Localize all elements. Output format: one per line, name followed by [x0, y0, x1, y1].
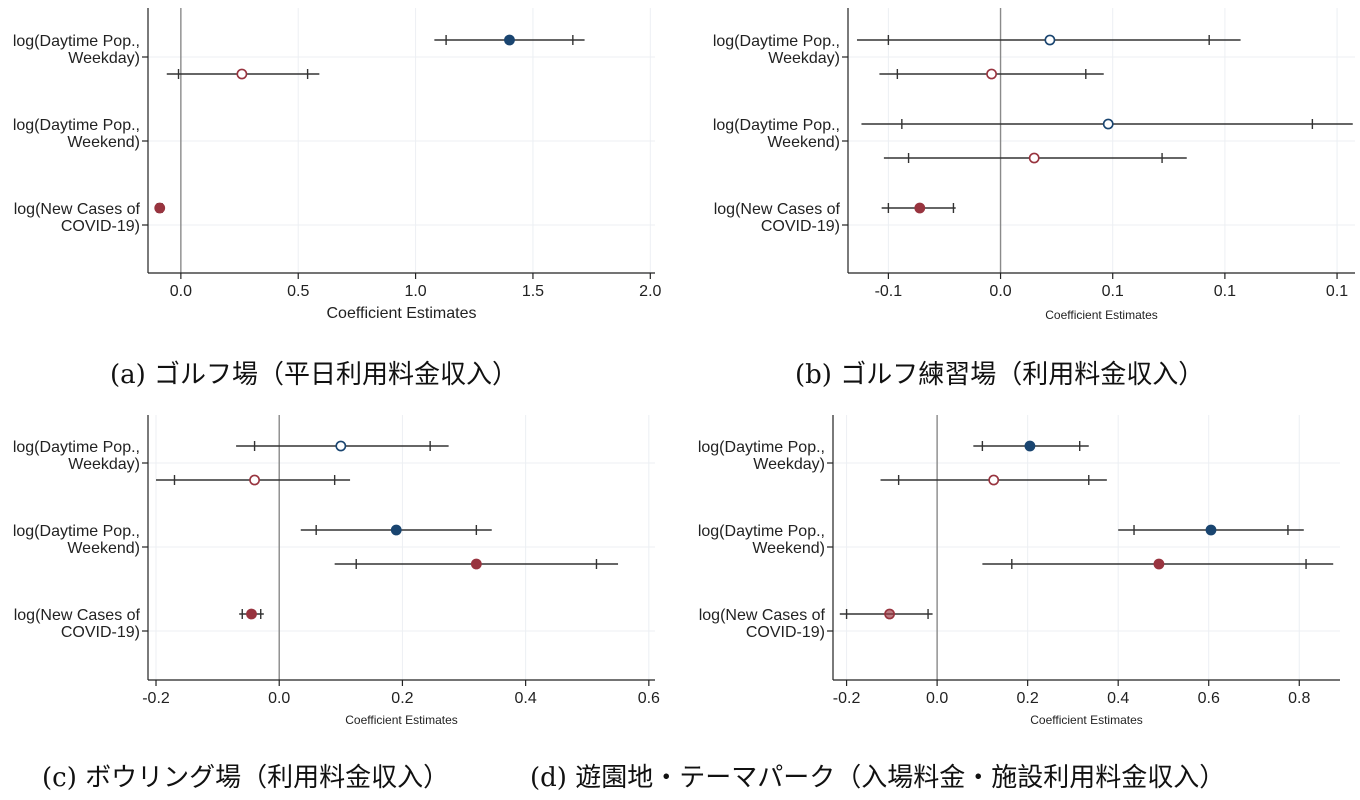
- y-group-label: log(Daytime Pop.,: [13, 523, 140, 540]
- x-tick-label: 0.2: [391, 690, 413, 707]
- x-tick-label: 0.1: [1102, 283, 1124, 300]
- coefficient-estimate: [839, 608, 933, 620]
- x-tick-label: 0.6: [1198, 690, 1220, 707]
- coefficient-estimate: [883, 152, 1187, 164]
- panel-caption: (a) ゴルフ場（平日利用料金収入）: [110, 360, 518, 390]
- y-group-label: log(New Cases of: [714, 201, 841, 218]
- y-group-label: COVID-19): [61, 218, 140, 235]
- panel-d: -0.2 0.0 0.2 0.4 0.6 0.8 Coefficient Estimates…: [530, 415, 1340, 793]
- y-group-label: log(New Cases of: [14, 607, 141, 624]
- y-group-label: Weekend): [767, 134, 840, 151]
- x-tick-label: -0.1: [875, 283, 903, 300]
- x-tick-label: 0.4: [515, 690, 537, 707]
- estimate-point: [1024, 440, 1036, 452]
- coefficient-estimate: [1118, 524, 1304, 536]
- estimate-point: [246, 608, 257, 620]
- y-group-label: Weekday): [68, 50, 140, 67]
- coefficient-estimate: [880, 474, 1107, 486]
- coefficient-estimate: [156, 474, 351, 486]
- estimate-point: [154, 202, 166, 214]
- coefficient-estimate: [973, 440, 1089, 452]
- y-group-label: Weekend): [67, 134, 140, 151]
- y-group-label: log(Daytime Pop.,: [13, 117, 140, 134]
- coefficient-estimate: [166, 68, 320, 80]
- estimate-point: [504, 34, 515, 46]
- estimate-point: [1044, 34, 1056, 46]
- y-group-label: log(New Cases of: [14, 201, 141, 218]
- estimate-point: [470, 558, 482, 570]
- x-tick-label: 0.2: [1017, 690, 1039, 707]
- coefficient-estimate: [881, 202, 956, 214]
- x-tick-label: 0.0: [989, 283, 1011, 300]
- coefficient-estimate: [334, 558, 619, 570]
- estimate-point: [390, 524, 402, 536]
- coefficient-estimate: [982, 558, 1334, 570]
- x-tick-label: -0.2: [142, 690, 170, 707]
- x-axis-label: Coefficient Estimates: [1045, 308, 1158, 322]
- x-tick-label: -0.2: [833, 690, 861, 707]
- y-group-label: Weekday): [753, 456, 825, 473]
- estimate-point: [986, 68, 997, 80]
- x-tick-label: 0.0: [268, 690, 290, 707]
- y-group-label: COVID-19): [761, 218, 840, 235]
- x-tick-label: 0.8: [1288, 690, 1310, 707]
- estimate-point: [1153, 558, 1165, 570]
- estimate-point: [249, 474, 260, 486]
- coefficient-estimate: [154, 202, 166, 214]
- x-tick-label: 0.1: [1326, 283, 1348, 300]
- coefficient-estimate: [300, 524, 492, 536]
- y-group-label: Weekend): [752, 540, 825, 557]
- coefficient-estimate: [239, 608, 264, 620]
- estimate-point: [236, 68, 248, 80]
- estimate-point: [1102, 118, 1114, 130]
- x-tick-label: 0.4: [1107, 690, 1129, 707]
- coefficient-estimate: [236, 440, 449, 452]
- x-axis-label: Coefficient Estimates: [327, 305, 477, 322]
- coefficient-estimate: [861, 118, 1353, 130]
- y-group-label: log(Daytime Pop.,: [13, 33, 140, 50]
- y-group-label: log(Daytime Pop.,: [13, 439, 140, 456]
- y-group-label: COVID-19): [746, 624, 825, 641]
- panel-a: 0.0 0.5 1.0 1.5 2.0 Coefficient Estimates log(…: [13, 8, 662, 390]
- panel-b: -0.1 0.0 0.1 0.1 0.1 Coefficient Estimates log…: [713, 8, 1355, 390]
- x-tick-label: 1.5: [522, 283, 544, 300]
- y-group-label: Weekday): [768, 50, 840, 67]
- y-group-label: log(Daytime Pop.,: [698, 523, 825, 540]
- estimate-point: [884, 608, 895, 620]
- coefficient-estimate: [879, 68, 1104, 80]
- y-group-label: log(Daytime Pop.,: [713, 117, 840, 134]
- y-group-label: log(Daytime Pop.,: [713, 33, 840, 50]
- x-tick-label: 0.1: [1214, 283, 1236, 300]
- estimate-point: [1205, 524, 1217, 536]
- panel-caption: (c) ボウリング場（利用料金収入）: [42, 763, 449, 793]
- estimate-point: [335, 440, 347, 452]
- x-axis-label: Coefficient Estimates: [345, 713, 458, 727]
- x-tick-label: 2.0: [639, 283, 661, 300]
- x-tick-label: 0.0: [170, 283, 192, 300]
- panel-caption: (d) 遊園地・テーマパーク（入場料金・施設利用料金収入）: [530, 763, 1225, 793]
- coefficient-estimate: [434, 34, 585, 46]
- panel-caption: (b) ゴルフ練習場（利用料金収入）: [795, 360, 1204, 390]
- y-group-label: Weekday): [68, 456, 140, 473]
- estimate-point: [988, 474, 1000, 486]
- coefficient-estimate: [856, 34, 1241, 46]
- x-tick-label: 0.6: [638, 690, 660, 707]
- estimate-point: [1028, 152, 1040, 164]
- y-group-label: log(New Cases of: [699, 607, 826, 624]
- x-tick-label: 0.5: [287, 283, 309, 300]
- estimate-point: [914, 202, 926, 214]
- y-group-label: log(Daytime Pop.,: [698, 439, 825, 456]
- y-group-label: COVID-19): [61, 624, 140, 641]
- x-tick-label: 1.0: [404, 283, 426, 300]
- x-axis-label: Coefficient Estimates: [1030, 713, 1143, 727]
- x-tick-label: 0.0: [926, 690, 948, 707]
- y-group-label: Weekend): [67, 540, 140, 557]
- panel-c: -0.2 0.0 0.2 0.4 0.6 Coefficient Estimates log…: [13, 415, 660, 793]
